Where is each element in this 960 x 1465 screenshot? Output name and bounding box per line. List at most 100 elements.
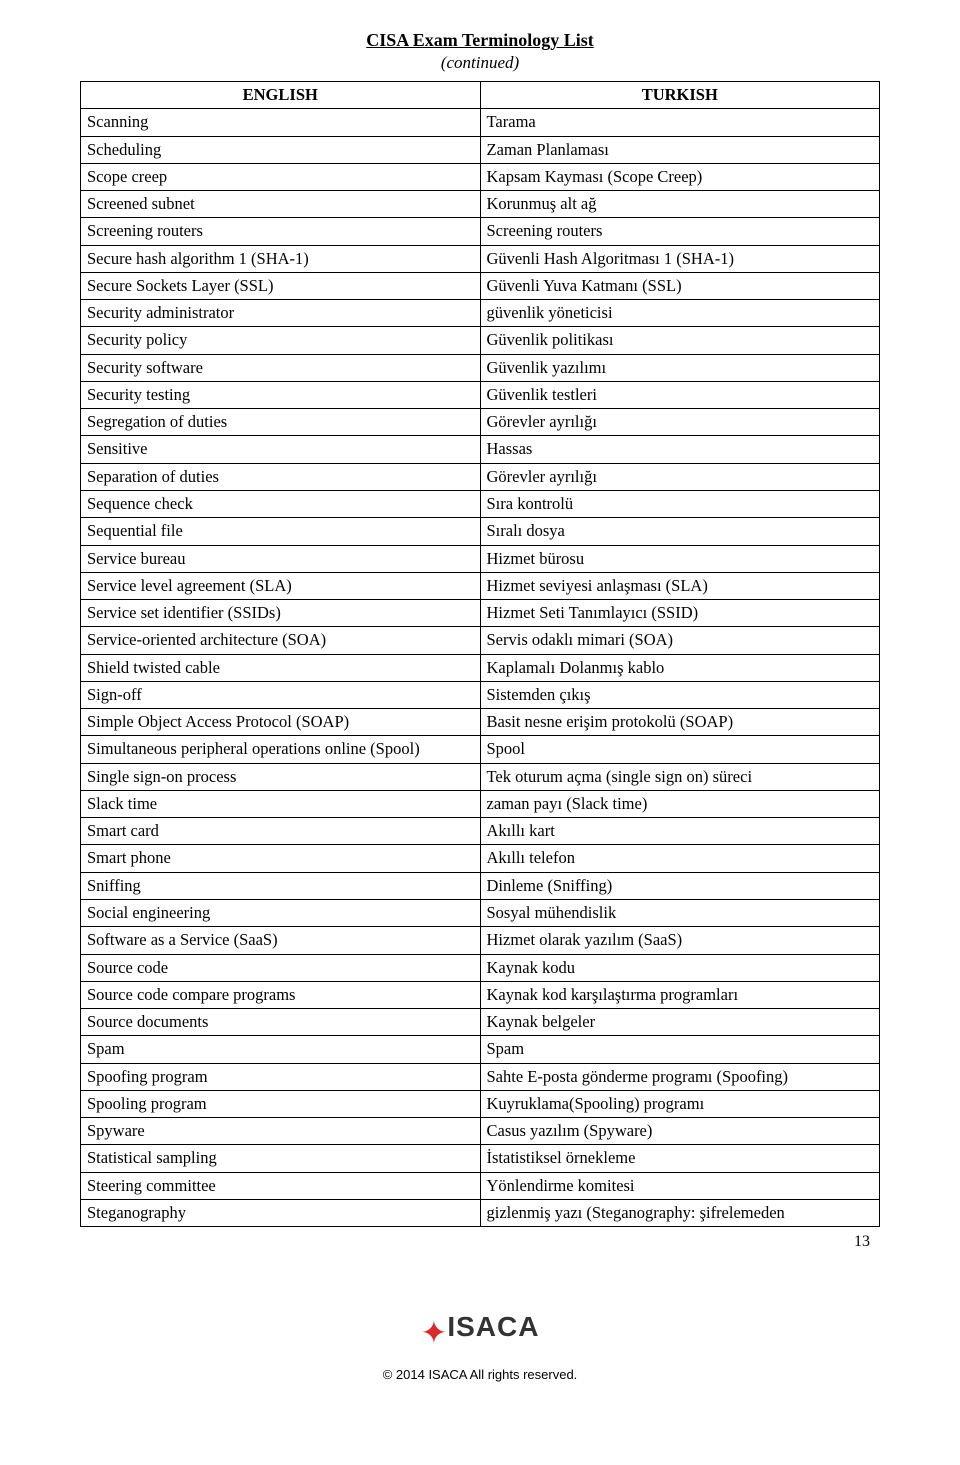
cell-turkish: Güvenlik yazılımı (480, 354, 880, 381)
cell-english: Spyware (81, 1118, 481, 1145)
cell-english: Social engineering (81, 899, 481, 926)
cell-turkish: Güvenlik testleri (480, 381, 880, 408)
page-number: 13 (80, 1233, 880, 1251)
cell-turkish: Sıralı dosya (480, 518, 880, 545)
cell-english: Sequence check (81, 490, 481, 517)
cell-english: Spam (81, 1036, 481, 1063)
table-row: Segregation of dutiesGörevler ayrılığı (81, 409, 880, 436)
cell-english: Security administrator (81, 300, 481, 327)
cell-turkish: Akıllı telefon (480, 845, 880, 872)
table-row: Spooling programKuyruklama(Spooling) pro… (81, 1090, 880, 1117)
table-row: Source code compare programsKaynak kod k… (81, 981, 880, 1008)
table-row: Smart phoneAkıllı telefon (81, 845, 880, 872)
table-row: Simple Object Access Protocol (SOAP)Basi… (81, 709, 880, 736)
cell-turkish: güvenlik yöneticisi (480, 300, 880, 327)
cell-turkish: Tarama (480, 109, 880, 136)
cell-turkish: Kuyruklama(Spooling) programı (480, 1090, 880, 1117)
cell-turkish: Dinleme (Sniffing) (480, 872, 880, 899)
table-row: Source documentsKaynak belgeler (81, 1009, 880, 1036)
cell-turkish: Kaynak belgeler (480, 1009, 880, 1036)
isaca-logo: ✦ISACA (421, 1311, 540, 1351)
cell-english: Software as a Service (SaaS) (81, 927, 481, 954)
column-header-english: ENGLISH (81, 82, 481, 109)
document-title: CISA Exam Terminology List (80, 30, 880, 51)
table-row: Security policyGüvenlik politikası (81, 327, 880, 354)
copyright-text: © 2014 ISACA All rights reserved. (80, 1367, 880, 1382)
table-row: Software as a Service (SaaS)Hizmet olara… (81, 927, 880, 954)
table-row: Secure hash algorithm 1 (SHA-1)Güvenli H… (81, 245, 880, 272)
cell-english: Statistical sampling (81, 1145, 481, 1172)
table-row: Service bureauHizmet bürosu (81, 545, 880, 572)
cell-turkish: Yönlendirme komitesi (480, 1172, 880, 1199)
cell-english: Spoofing program (81, 1063, 481, 1090)
table-row: Sequence checkSıra kontrolü (81, 490, 880, 517)
table-row: Service level agreement (SLA)Hizmet sevi… (81, 572, 880, 599)
cell-turkish: Görevler ayrılığı (480, 463, 880, 490)
table-row: Security testingGüvenlik testleri (81, 381, 880, 408)
cell-english: Secure Sockets Layer (SSL) (81, 272, 481, 299)
cell-english: Source code compare programs (81, 981, 481, 1008)
cell-turkish: Hassas (480, 436, 880, 463)
table-row: Service-oriented architecture (SOA)Servi… (81, 627, 880, 654)
cell-english: Sign-off (81, 681, 481, 708)
table-row: Slack timezaman payı (Slack time) (81, 790, 880, 817)
cell-turkish: Korunmuş alt ağ (480, 191, 880, 218)
cell-english: Screening routers (81, 218, 481, 245)
table-row: Security administratorgüvenlik yöneticis… (81, 300, 880, 327)
table-header-row: ENGLISH TURKISH (81, 82, 880, 109)
table-row: Secure Sockets Layer (SSL)Güvenli Yuva K… (81, 272, 880, 299)
cell-english: Service set identifier (SSIDs) (81, 600, 481, 627)
table-row: Shield twisted cableKaplamalı Dolanmış k… (81, 654, 880, 681)
cell-turkish: Sosyal mühendislik (480, 899, 880, 926)
cell-turkish: Güvenlik politikası (480, 327, 880, 354)
table-row: Screened subnetKorunmuş alt ağ (81, 191, 880, 218)
table-row: Spoofing programSahte E-posta gönderme p… (81, 1063, 880, 1090)
table-row: Scope creepKapsam Kayması (Scope Creep) (81, 163, 880, 190)
cell-english: Security policy (81, 327, 481, 354)
footer: ✦ISACA © 2014 ISACA All rights reserved. (80, 1311, 880, 1382)
cell-english: Smart card (81, 818, 481, 845)
table-row: Service set identifier (SSIDs)Hizmet Set… (81, 600, 880, 627)
cell-english: Simultaneous peripheral operations onlin… (81, 736, 481, 763)
cell-turkish: Tek oturum açma (single sign on) süreci (480, 763, 880, 790)
logo-text: ISACA (447, 1311, 539, 1342)
cell-turkish: Spam (480, 1036, 880, 1063)
cell-turkish: Kaynak kod karşılaştırma programları (480, 981, 880, 1008)
table-row: Screening routersScreening routers (81, 218, 880, 245)
cell-turkish: gizlenmiş yazı (Steganography: şifreleme… (480, 1199, 880, 1226)
cell-turkish: Servis odaklı mimari (SOA) (480, 627, 880, 654)
table-row: Separation of dutiesGörevler ayrılığı (81, 463, 880, 490)
cell-turkish: Hizmet bürosu (480, 545, 880, 572)
cell-turkish: Kaynak kodu (480, 954, 880, 981)
cell-turkish: Sıra kontrolü (480, 490, 880, 517)
table-row: SchedulingZaman Planlaması (81, 136, 880, 163)
cell-english: Separation of duties (81, 463, 481, 490)
cell-english: Screened subnet (81, 191, 481, 218)
table-row: Steering committeeYönlendirme komitesi (81, 1172, 880, 1199)
cell-turkish: Screening routers (480, 218, 880, 245)
cell-english: Service bureau (81, 545, 481, 572)
cell-english: Single sign-on process (81, 763, 481, 790)
table-row: Steganographygizlenmiş yazı (Steganograp… (81, 1199, 880, 1226)
cell-english: Simple Object Access Protocol (SOAP) (81, 709, 481, 736)
cell-english: Source code (81, 954, 481, 981)
cell-english: Shield twisted cable (81, 654, 481, 681)
table-row: SniffingDinleme (Sniffing) (81, 872, 880, 899)
cell-turkish: Kaplamalı Dolanmış kablo (480, 654, 880, 681)
cell-english: Secure hash algorithm 1 (SHA-1) (81, 245, 481, 272)
cell-turkish: Basit nesne erişim protokolü (SOAP) (480, 709, 880, 736)
cell-turkish: Görevler ayrılığı (480, 409, 880, 436)
table-row: Security softwareGüvenlik yazılımı (81, 354, 880, 381)
cell-english: Steering committee (81, 1172, 481, 1199)
table-row: SpywareCasus yazılım (Spyware) (81, 1118, 880, 1145)
cell-english: Segregation of duties (81, 409, 481, 436)
table-row: Statistical samplingİstatistiksel örnekl… (81, 1145, 880, 1172)
cell-english: Spooling program (81, 1090, 481, 1117)
cell-turkish: Hizmet Seti Tanımlayıcı (SSID) (480, 600, 880, 627)
document-subtitle: (continued) (80, 53, 880, 73)
table-row: Source codeKaynak kodu (81, 954, 880, 981)
cell-turkish: Hizmet olarak yazılım (SaaS) (480, 927, 880, 954)
cell-turkish: Spool (480, 736, 880, 763)
cell-english: Sensitive (81, 436, 481, 463)
cell-turkish: İstatistiksel örnekleme (480, 1145, 880, 1172)
